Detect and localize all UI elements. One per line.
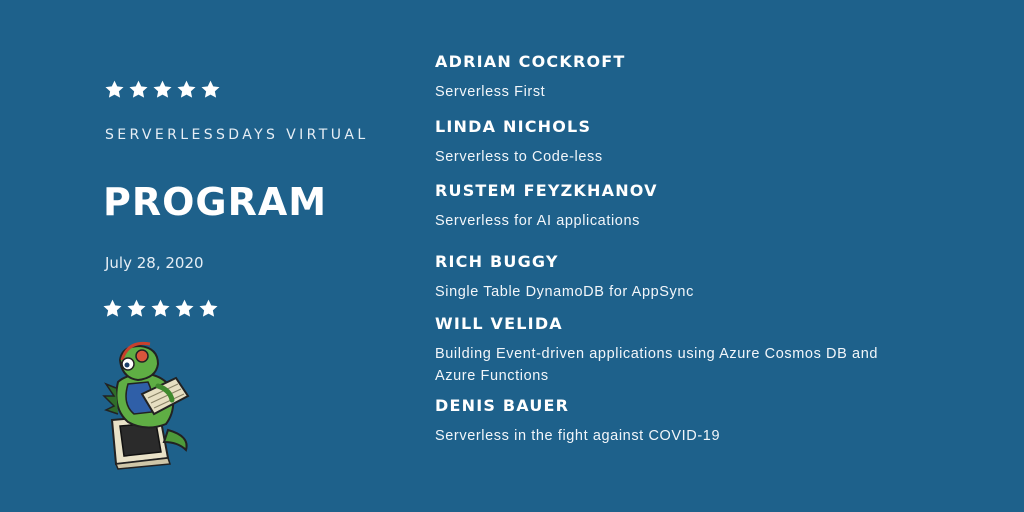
star-icon (103, 299, 122, 317)
star-icon (201, 80, 220, 98)
talk-topic: Single Table DynamoDB for AppSync (435, 284, 694, 300)
talk-item: DENIS BAUER Serverless in the fight agai… (435, 396, 720, 447)
speaker-name: DENIS BAUER (435, 396, 570, 415)
star-rating-top (104, 79, 221, 100)
talk-item: RICH BUGGY Single Table DynamoDB for App… (435, 252, 694, 303)
talk-item: RUSTEM FEYZKHANOV Serverless for AI appl… (435, 181, 658, 232)
speaker-name: ADRIAN COCKROFT (435, 52, 626, 71)
talk-item: WILL VELIDA Building Event-driven applic… (435, 314, 905, 387)
talk-topic: Building Event-driven applications using… (435, 346, 879, 384)
star-icon (127, 299, 146, 317)
star-icon (177, 80, 196, 98)
star-icon (199, 299, 218, 317)
star-icon (153, 80, 172, 98)
speaker-name: RICH BUGGY (435, 252, 559, 271)
page-title: PROGRAM (103, 180, 328, 224)
speaker-name: LINDA NICHOLS (435, 117, 592, 136)
talk-topic: Serverless for AI applications (435, 213, 640, 229)
star-icon (151, 299, 170, 317)
star-icon (175, 299, 194, 317)
star-rating-bottom (102, 298, 219, 319)
talk-topic: Serverless First (435, 84, 546, 100)
event-name: SERVERLESSDAYS VIRTUAL (105, 127, 369, 143)
star-icon (129, 80, 148, 98)
dinosaur-mascot-icon (102, 341, 190, 470)
talk-topic: Serverless to Code-less (435, 149, 603, 165)
talk-topic: Serverless in the fight against COVID-19 (435, 428, 721, 444)
talk-item: LINDA NICHOLS Serverless to Code-less (435, 117, 603, 168)
talk-item: ADRIAN COCKROFT Serverless First (435, 52, 626, 103)
speaker-name: RUSTEM FEYZKHANOV (435, 181, 658, 200)
star-icon (105, 80, 124, 98)
event-date: July 28, 2020 (105, 254, 204, 272)
speaker-name: WILL VELIDA (435, 314, 563, 333)
